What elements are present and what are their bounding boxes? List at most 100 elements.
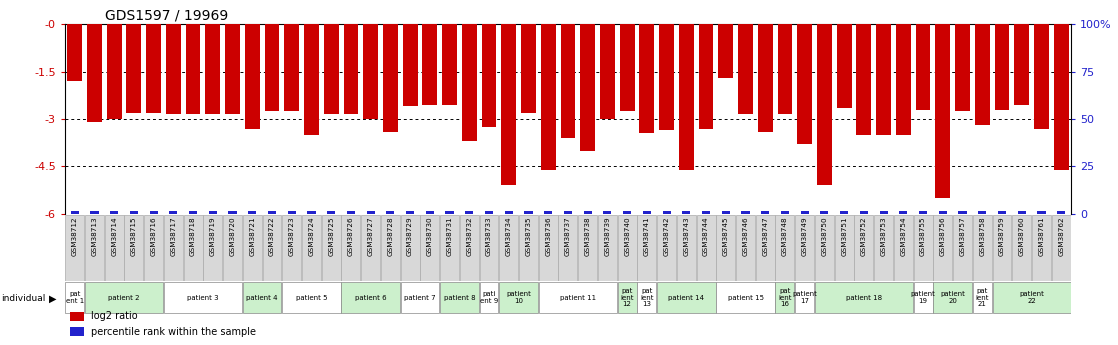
- FancyBboxPatch shape: [637, 215, 656, 280]
- Bar: [880, 211, 888, 214]
- Text: GSM38739: GSM38739: [605, 216, 610, 256]
- Text: patient 15: patient 15: [728, 295, 764, 300]
- Bar: [206, 24, 220, 114]
- Text: GSM38712: GSM38712: [72, 216, 78, 256]
- Text: percentile rank within the sample: percentile rank within the sample: [91, 327, 256, 337]
- FancyBboxPatch shape: [657, 215, 676, 280]
- Bar: [896, 24, 911, 135]
- Bar: [1034, 24, 1049, 128]
- FancyBboxPatch shape: [539, 215, 558, 280]
- Bar: [639, 24, 654, 133]
- Bar: [958, 211, 967, 214]
- Text: GSM38762: GSM38762: [1058, 216, 1064, 256]
- Bar: [899, 211, 908, 214]
- Bar: [387, 211, 395, 214]
- FancyBboxPatch shape: [341, 215, 360, 280]
- FancyBboxPatch shape: [224, 215, 241, 280]
- Text: GSM38750: GSM38750: [822, 216, 827, 256]
- FancyBboxPatch shape: [500, 282, 538, 313]
- Text: patient
22: patient 22: [1020, 291, 1044, 304]
- FancyBboxPatch shape: [894, 215, 912, 280]
- Bar: [682, 211, 691, 214]
- Text: pat
ient
13: pat ient 13: [641, 288, 654, 307]
- Bar: [1038, 211, 1045, 214]
- FancyBboxPatch shape: [322, 215, 341, 280]
- Text: patient
10: patient 10: [506, 291, 531, 304]
- Text: patient
17: patient 17: [793, 291, 817, 304]
- FancyBboxPatch shape: [617, 282, 636, 313]
- Text: GSM38734: GSM38734: [505, 216, 512, 256]
- Bar: [324, 24, 339, 114]
- Bar: [169, 211, 178, 214]
- Text: GSM38719: GSM38719: [210, 216, 216, 256]
- FancyBboxPatch shape: [973, 282, 992, 313]
- Bar: [738, 24, 752, 114]
- Bar: [761, 211, 769, 214]
- Text: patient 8: patient 8: [444, 295, 475, 300]
- Text: GSM38722: GSM38722: [269, 216, 275, 256]
- Text: log2 ratio: log2 ratio: [91, 311, 138, 321]
- FancyBboxPatch shape: [144, 215, 163, 280]
- Bar: [426, 211, 434, 214]
- FancyBboxPatch shape: [756, 215, 775, 280]
- FancyBboxPatch shape: [1012, 215, 1031, 280]
- Bar: [209, 211, 217, 214]
- Text: GSM38743: GSM38743: [683, 216, 690, 256]
- Bar: [465, 211, 473, 214]
- Bar: [87, 24, 102, 122]
- Text: GSM38737: GSM38737: [565, 216, 571, 256]
- FancyBboxPatch shape: [459, 215, 479, 280]
- Text: GSM38748: GSM38748: [781, 216, 788, 256]
- Bar: [126, 24, 141, 113]
- FancyBboxPatch shape: [835, 215, 854, 280]
- Bar: [67, 24, 82, 81]
- Bar: [580, 24, 595, 151]
- Bar: [524, 211, 532, 214]
- Bar: [265, 24, 280, 111]
- FancyBboxPatch shape: [243, 282, 282, 313]
- FancyBboxPatch shape: [500, 215, 519, 280]
- FancyBboxPatch shape: [993, 282, 1071, 313]
- FancyBboxPatch shape: [578, 215, 597, 280]
- FancyBboxPatch shape: [400, 282, 439, 313]
- Text: GSM38759: GSM38759: [999, 216, 1005, 256]
- FancyBboxPatch shape: [65, 215, 84, 280]
- Bar: [877, 24, 891, 135]
- Bar: [619, 24, 635, 111]
- Bar: [995, 24, 1010, 110]
- Text: GSM38753: GSM38753: [881, 216, 887, 256]
- Text: patient
20: patient 20: [940, 291, 965, 304]
- Text: GSM38761: GSM38761: [1039, 216, 1044, 256]
- Bar: [70, 211, 78, 214]
- Bar: [699, 24, 713, 128]
- Text: GSM38735: GSM38735: [525, 216, 531, 256]
- FancyBboxPatch shape: [736, 215, 755, 280]
- FancyBboxPatch shape: [854, 215, 873, 280]
- Bar: [623, 211, 632, 214]
- FancyBboxPatch shape: [440, 282, 479, 313]
- Text: GSM38726: GSM38726: [348, 216, 354, 256]
- Bar: [225, 24, 240, 114]
- FancyBboxPatch shape: [164, 215, 183, 280]
- Text: GSM38745: GSM38745: [722, 216, 729, 256]
- Bar: [423, 24, 437, 105]
- Bar: [501, 24, 517, 185]
- Text: GSM38713: GSM38713: [92, 216, 97, 256]
- Text: GSM38758: GSM38758: [979, 216, 985, 256]
- Bar: [367, 211, 375, 214]
- Bar: [1058, 211, 1065, 214]
- FancyBboxPatch shape: [617, 215, 636, 280]
- Text: GSM38736: GSM38736: [546, 216, 551, 256]
- Bar: [165, 24, 181, 114]
- FancyBboxPatch shape: [598, 215, 617, 280]
- Text: GSM38725: GSM38725: [329, 216, 334, 256]
- Text: pat
ient
16: pat ient 16: [778, 288, 792, 307]
- FancyBboxPatch shape: [993, 215, 1012, 280]
- Text: GSM38728: GSM38728: [387, 216, 394, 256]
- Bar: [719, 24, 733, 78]
- Bar: [998, 211, 1006, 214]
- Bar: [130, 211, 138, 214]
- Bar: [186, 24, 200, 114]
- Bar: [604, 211, 612, 214]
- Bar: [660, 24, 674, 130]
